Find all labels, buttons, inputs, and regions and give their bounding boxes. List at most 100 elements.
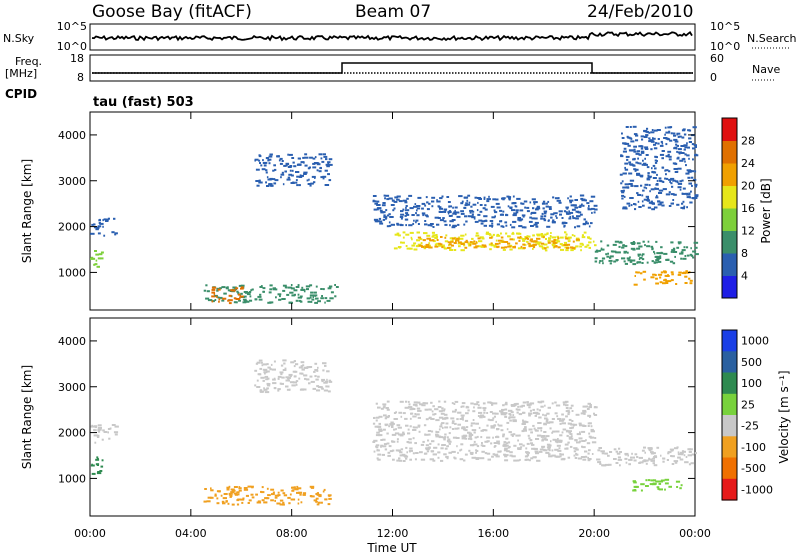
power-echo-cell: [621, 246, 625, 249]
power-echo-cell: [460, 210, 464, 213]
power-echo-cell: [390, 204, 395, 206]
power-echo-cell: [449, 249, 454, 251]
velocity-echo-cell: [496, 441, 499, 444]
power-echo-cell: [246, 293, 251, 296]
velocity-echo-cell: [506, 450, 510, 453]
velocity-echo-cell: [505, 437, 509, 440]
velocity-echo-cell: [513, 444, 517, 447]
power-echo-cell: [467, 242, 470, 245]
power-echo-cell: [691, 176, 694, 179]
velocity-echo-cell: [687, 454, 692, 457]
colorbar-tick-label: 12: [741, 225, 755, 238]
power-echo-cell: [687, 176, 691, 179]
velocity-echo-cell: [423, 424, 427, 427]
velocity-echo-cell: [277, 494, 281, 497]
power-echo-cell: [436, 199, 438, 202]
power-echo-cell: [649, 190, 651, 193]
power-echo-cell: [633, 150, 637, 153]
velocity-echo-cell: [385, 407, 389, 409]
power-echo-cell: [665, 131, 670, 134]
velocity-echo-cell: [521, 423, 526, 425]
power-echo-cell: [553, 212, 555, 215]
velocity-echo-cell: [317, 386, 322, 388]
velocity-echo-cell: [496, 428, 500, 430]
power-echo-cell: [674, 171, 678, 173]
velocity-echo-cell: [377, 425, 382, 428]
velocity-echo-cell: [655, 480, 659, 483]
colorbar-swatch: [722, 208, 737, 231]
power-echo-cell: [552, 242, 557, 244]
power-echo-cell: [540, 233, 544, 235]
colorbar-tick-label: -25: [741, 420, 759, 433]
power-echo-cell: [672, 202, 674, 205]
power-echo-cell: [656, 179, 659, 182]
velocity-echo-cell: [509, 454, 513, 457]
velocity-echo-cell: [562, 428, 567, 431]
velocity-echo-cell: [604, 452, 608, 455]
power-echo-cell: [235, 287, 239, 290]
power-echo-cell: [288, 286, 293, 289]
power-echo-cell: [302, 156, 305, 159]
power-echo-cell: [421, 212, 426, 215]
power-echo-cell: [269, 284, 273, 287]
power-echo-cell: [677, 241, 682, 244]
power-echo-cell: [217, 296, 220, 299]
power-echo-cell: [492, 233, 495, 236]
power-echo-cell: [429, 223, 434, 225]
power-echo-cell: [656, 183, 659, 185]
power-echo-cell: [438, 242, 441, 245]
power-echo-cell: [465, 220, 468, 223]
velocity-echo-cell: [588, 422, 592, 425]
velocity-echo-cell: [508, 412, 511, 415]
power-echo-cell: [500, 225, 504, 228]
velocity-echo-cell: [266, 370, 270, 373]
power-echo-cell: [629, 163, 633, 166]
velocity-echo-cell: [111, 424, 116, 426]
power-echo-cell: [563, 244, 568, 246]
power-echo-cell: [682, 187, 686, 190]
power-echo-cell: [515, 242, 518, 245]
velocity-echo-cell: [531, 447, 536, 450]
velocity-echo-cell: [546, 443, 551, 446]
velocity-echo-cell: [559, 434, 563, 437]
power-echo-cell: [488, 195, 490, 198]
velocity-echo-cell: [570, 404, 574, 407]
velocity-echo-cell: [581, 424, 585, 427]
power-echo-cell: [673, 134, 677, 137]
velocity-echo-cell: [607, 454, 610, 457]
velocity-echo-cell: [567, 456, 571, 459]
velocity-echo-cell: [267, 366, 271, 369]
velocity-echo-cell: [420, 458, 426, 461]
power-echo-cell: [565, 247, 570, 249]
power-echo-cell: [225, 287, 229, 290]
velocity-echo-cell: [261, 390, 265, 393]
power-echo-cell: [636, 247, 641, 250]
velocity-echo-cell: [565, 407, 569, 409]
velocity-echo-cell: [435, 431, 440, 434]
power-echo-cell: [645, 148, 649, 150]
power-echo-cell: [322, 153, 326, 156]
velocity-echo-cell: [492, 402, 498, 405]
power-echo-cell: [454, 206, 458, 209]
power-echo-cell: [415, 212, 417, 215]
velocity-echo-cell: [443, 408, 446, 411]
velocity-echo-cell: [565, 404, 569, 407]
power-echo-region: [372, 194, 598, 229]
power-echo-cell: [312, 157, 316, 160]
power-echo-cell: [301, 286, 304, 289]
velocity-echo-cell: [459, 449, 462, 452]
velocity-echo-cell: [487, 418, 490, 421]
power-echo-cell: [286, 293, 290, 296]
power-echo-cell: [642, 253, 645, 256]
velocity-echo-cell: [91, 472, 96, 475]
velocity-echo-cell: [241, 501, 244, 504]
power-echo-cell: [424, 220, 427, 222]
velocity-echo-cell: [289, 375, 292, 378]
power-echo-cell: [618, 245, 621, 248]
power-echo-cell: [613, 260, 617, 263]
power-echo-cell: [578, 211, 582, 214]
power-echo-cell: [671, 249, 676, 252]
velocity-echo-cell: [262, 379, 265, 382]
power-echo-cell: [308, 178, 310, 181]
velocity-echo-cell: [380, 439, 383, 441]
